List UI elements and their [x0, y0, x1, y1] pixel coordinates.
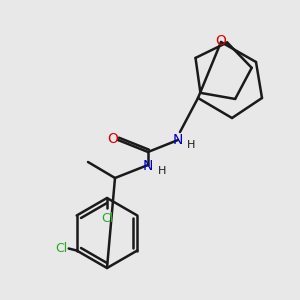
Text: Cl: Cl [56, 242, 68, 255]
Text: Cl: Cl [101, 212, 113, 226]
Text: N: N [143, 159, 153, 173]
Text: O: O [108, 132, 118, 146]
Text: H: H [187, 140, 195, 150]
Text: N: N [173, 133, 183, 147]
Text: O: O [216, 34, 226, 48]
Text: H: H [158, 166, 166, 176]
